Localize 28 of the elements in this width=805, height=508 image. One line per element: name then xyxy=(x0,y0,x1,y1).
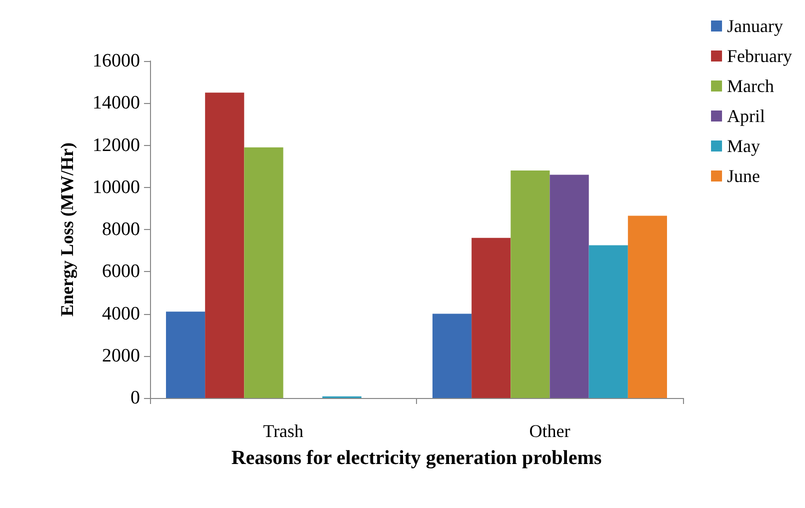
x-axis-title: Reasons for electricity generation problems xyxy=(231,447,602,469)
y-tick-label: 6000 xyxy=(102,261,140,282)
bar xyxy=(205,92,244,398)
bar xyxy=(550,174,589,398)
y-tick-label: 0 xyxy=(130,388,140,408)
legend-label: March xyxy=(727,76,774,96)
legend-label: February xyxy=(727,46,792,66)
bar xyxy=(472,238,511,398)
x-tick-label: Other xyxy=(529,421,570,441)
legend-label: May xyxy=(727,136,760,156)
bar xyxy=(510,170,550,398)
x-tick-label: Trash xyxy=(263,421,304,441)
y-tick-label: 4000 xyxy=(102,303,140,324)
y-tick-label: 10000 xyxy=(92,176,140,198)
legend-label: April xyxy=(727,106,766,126)
y-tick-label: 12000 xyxy=(92,134,140,156)
y-axis-title: Energy Loss (MW/Hr) xyxy=(57,142,77,316)
bar xyxy=(166,312,206,398)
y-tick-label: 2000 xyxy=(102,345,140,366)
bar xyxy=(432,314,472,398)
y-tick-label: 14000 xyxy=(92,92,140,114)
legend-label: June xyxy=(727,166,760,186)
bar xyxy=(628,216,668,398)
y-tick-label: 8000 xyxy=(102,219,140,240)
y-tick-label: 16000 xyxy=(92,50,140,72)
bar xyxy=(244,147,284,398)
bar xyxy=(588,245,628,398)
legend-label: January xyxy=(727,16,784,36)
